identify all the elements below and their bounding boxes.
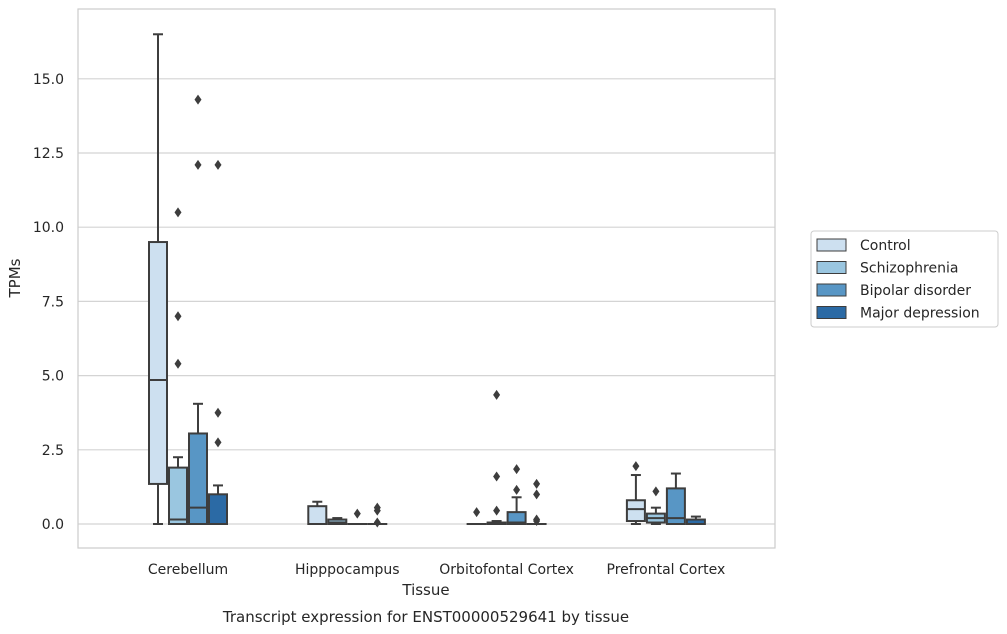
box-2-0	[188, 94, 208, 526]
y-axis-label: TPMs	[6, 258, 24, 298]
box-2-3	[665, 472, 686, 526]
outlier-point	[493, 471, 501, 482]
x-tick-label: Hipppocampus	[295, 562, 400, 578]
legend-frame	[810, 230, 999, 328]
outlier-point	[533, 489, 541, 500]
box-iqr	[168, 466, 188, 525]
y-tick-label: 15.0	[33, 72, 64, 88]
box-1-1	[327, 517, 348, 525]
outlier-point	[214, 407, 222, 418]
box-iqr	[506, 511, 527, 525]
boxes	[148, 33, 706, 528]
x-ticks: Cerebellum Hipppocampus Orbitofontal Corte…	[148, 562, 725, 578]
box-3-0	[208, 159, 228, 526]
box-1-3	[645, 486, 666, 525]
y-tick-label: 2.5	[42, 443, 64, 459]
outlier-point	[533, 514, 541, 525]
box-0-0	[148, 33, 168, 525]
plot-frame	[77, 8, 776, 549]
y-tick-label: 12.5	[33, 146, 64, 162]
outlier-point	[174, 358, 182, 369]
box-2-1	[347, 508, 368, 526]
box-2-2	[506, 464, 527, 525]
box-0-2	[466, 507, 487, 526]
box-iqr	[208, 493, 228, 526]
outlier-point	[373, 517, 381, 528]
outlier-point	[493, 389, 501, 400]
legend-swatch	[816, 261, 847, 274]
outlier-point	[194, 159, 202, 170]
outlier-point	[373, 502, 381, 513]
box-iqr	[188, 432, 208, 526]
legend-label: Major depression	[860, 306, 980, 322]
box-3-3	[685, 515, 706, 525]
box-iqr	[148, 241, 168, 485]
outlier-point	[174, 311, 182, 322]
outlier-point	[632, 461, 640, 472]
outlier-point	[194, 94, 202, 105]
x-tick-label: Prefrontal Cortex	[607, 562, 726, 578]
box-iqr	[307, 505, 328, 525]
x-tick-label: Orbitofontal Cortex	[439, 562, 574, 578]
outlier-point	[174, 207, 182, 218]
box-0-1	[307, 500, 328, 525]
legend: Control Schizophrenia Bipolar disorder Majo…	[810, 230, 999, 328]
outlier-point	[214, 159, 222, 170]
outlier-point	[513, 464, 521, 475]
legend-label: Bipolar disorder	[860, 283, 971, 299]
x-axis-label: Tissue	[401, 581, 449, 599]
y-tick-label: 7.5	[42, 294, 64, 310]
y-ticks: 0.0 2.5 5.0 7.5 10.0 12.5 15.0	[33, 72, 64, 533]
chart-caption: Transcript expression for ENST0000052964…	[222, 608, 629, 626]
outlier-point	[493, 505, 501, 516]
box-0-3	[625, 461, 646, 525]
box-1-2	[486, 389, 507, 525]
outlier-point	[473, 507, 481, 518]
outlier-point	[533, 478, 541, 489]
legend-label: Control	[860, 238, 911, 254]
box-iqr	[625, 499, 646, 523]
outlier-point	[214, 437, 222, 448]
box-3-1	[367, 502, 388, 528]
box-3-2	[526, 478, 547, 527]
legend-swatch	[816, 238, 847, 252]
legend-swatch	[816, 283, 847, 297]
legend-swatch	[816, 306, 847, 319]
box-1-0	[168, 207, 188, 525]
x-tick-label: Cerebellum	[148, 562, 228, 578]
y-tick-label: 0.0	[42, 517, 64, 533]
y-tick-label: 10.0	[33, 220, 64, 236]
box-iqr	[665, 487, 686, 526]
outlier-point	[652, 486, 660, 497]
outlier-point	[513, 484, 521, 495]
y-tick-label: 5.0	[42, 369, 64, 385]
outlier-point	[353, 508, 361, 519]
legend-label: Schizophrenia	[860, 261, 958, 277]
